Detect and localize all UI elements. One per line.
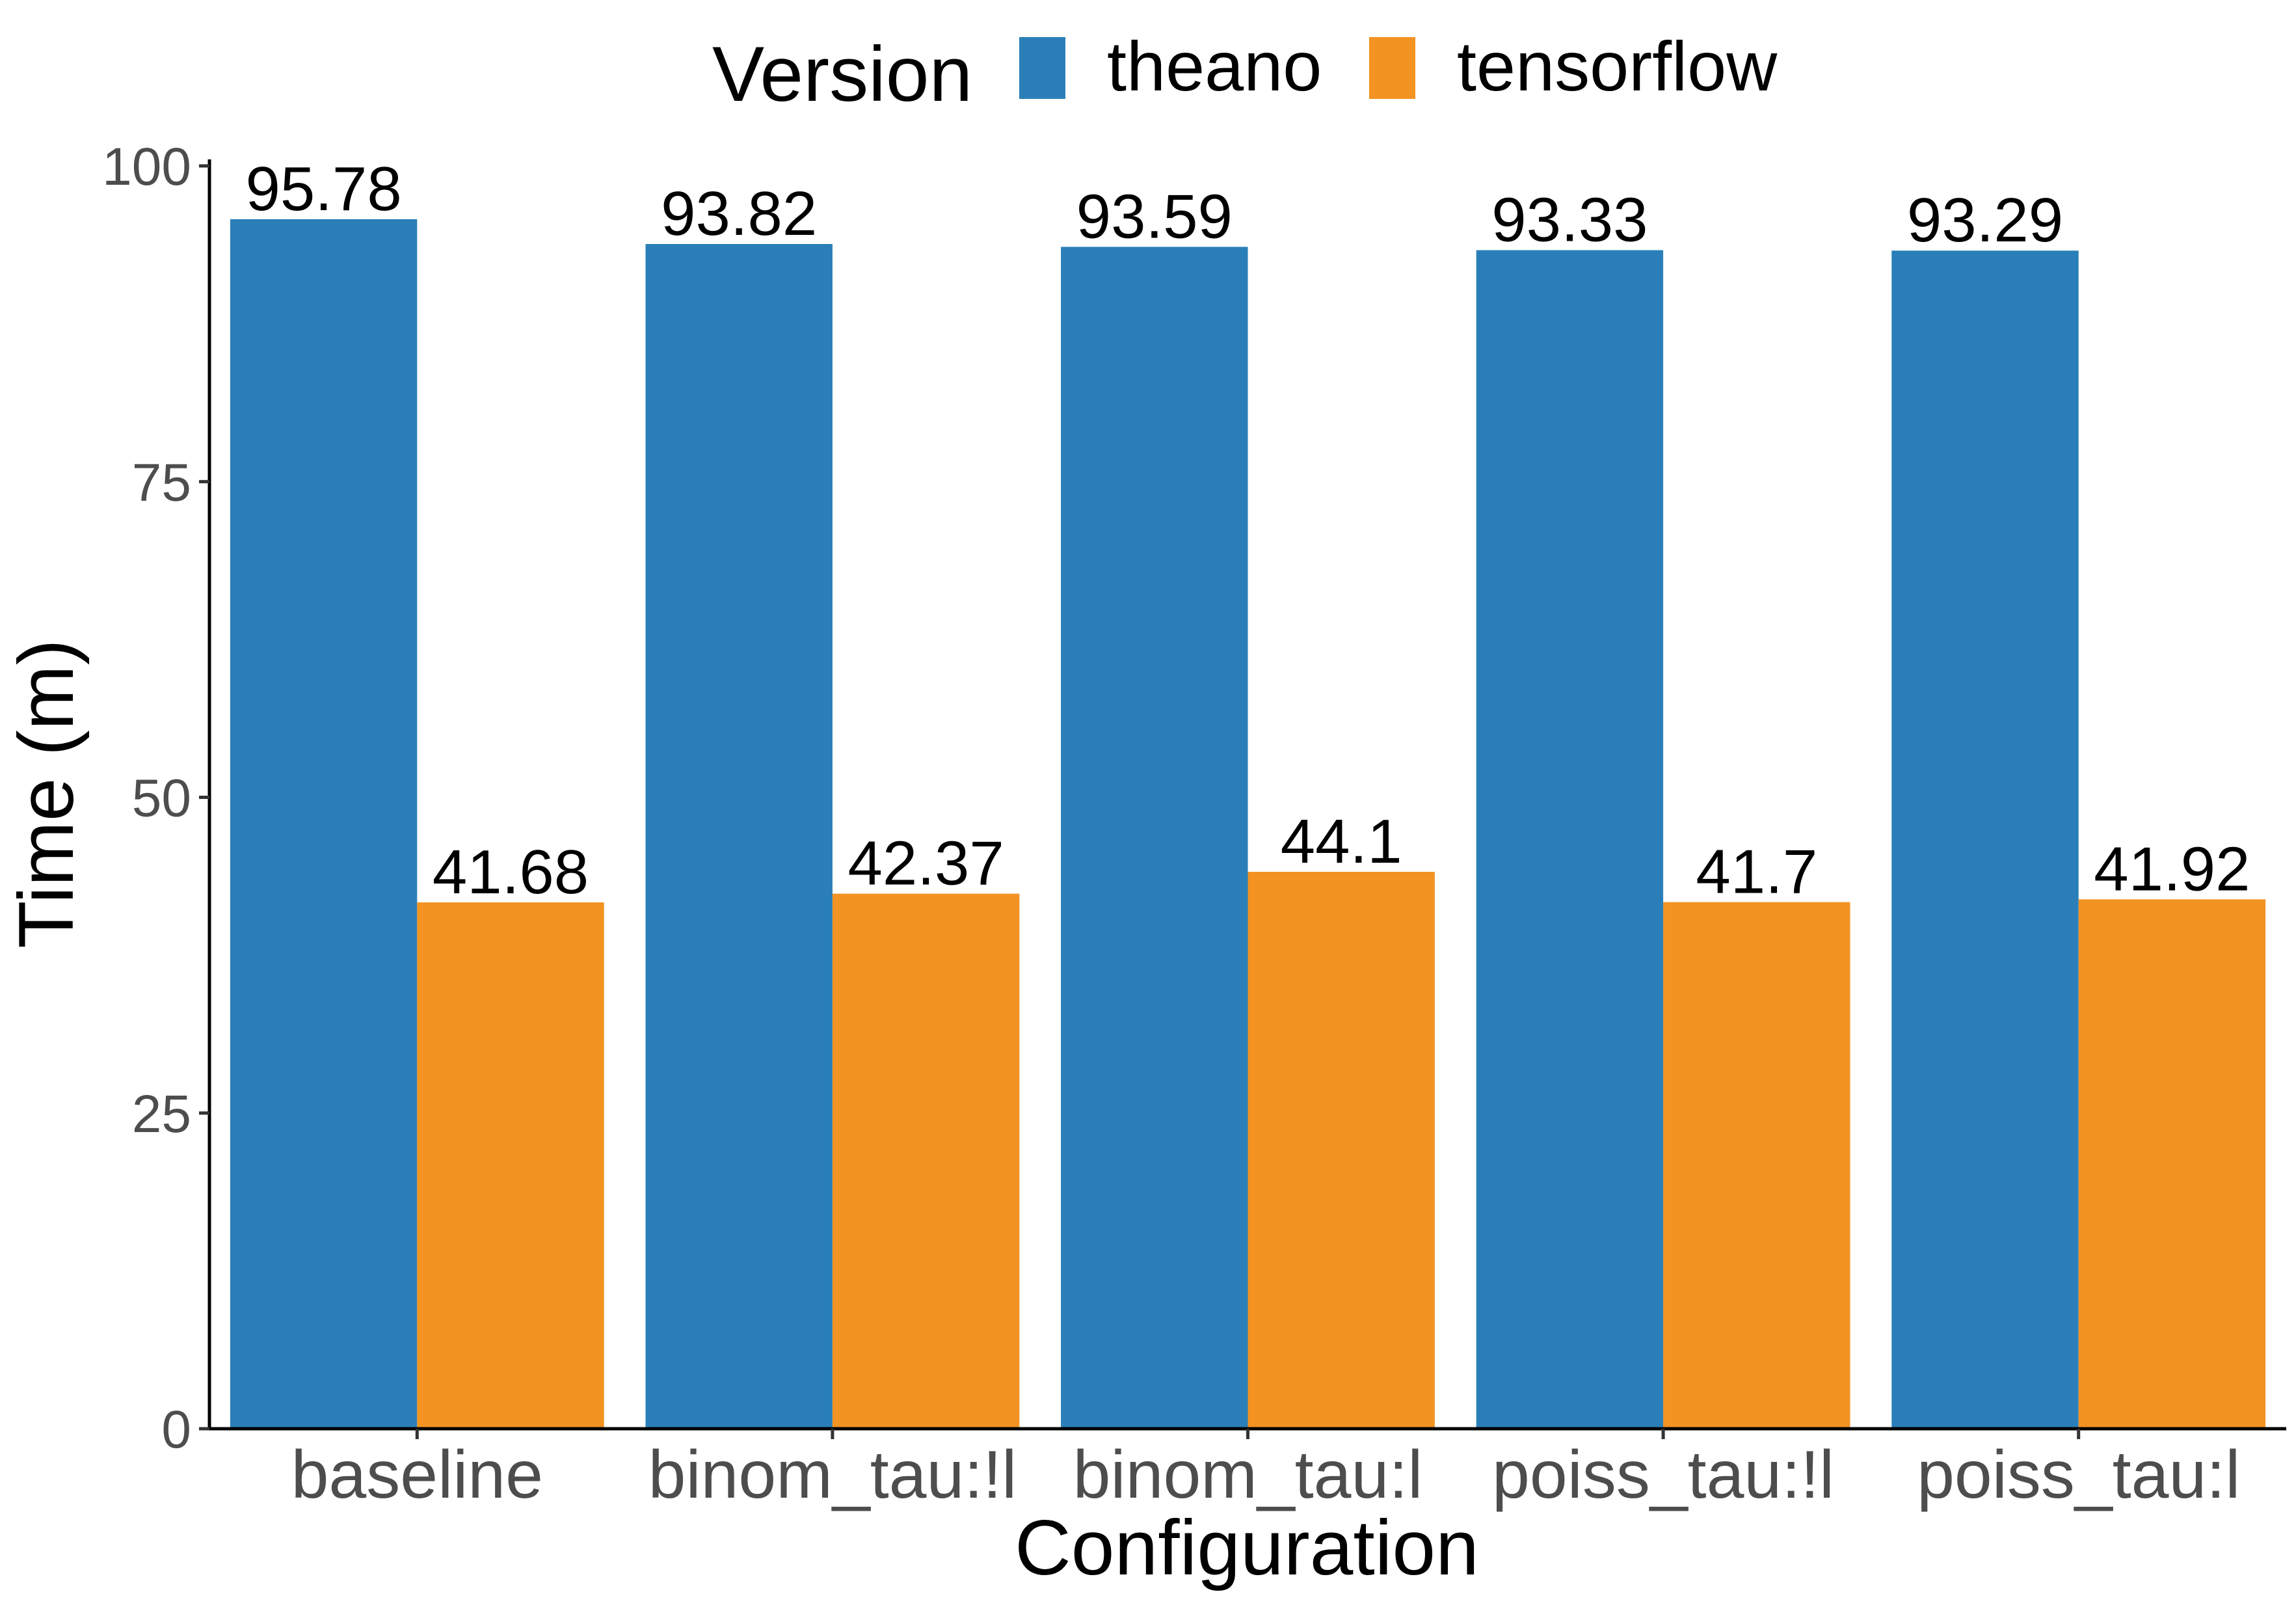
- x-tick-label: binom_tau:!l: [648, 1437, 1017, 1513]
- bar-tensorflow-2: [832, 893, 1020, 1429]
- legend-label-tensorflow: tensorflow: [1457, 27, 1778, 105]
- plot-area: 95.78 41.68 93.82 42.37 93.59 44.1 93.33 41.7 93…: [102, 137, 2286, 1513]
- data-label-tensorflow-3: 44.1: [1281, 807, 1402, 876]
- x-tick-label: poiss_tau:l: [1917, 1437, 2240, 1513]
- data-label-tensorflow-1: 41.68: [433, 837, 589, 907]
- bar-tensorflow-1: [417, 902, 604, 1429]
- y-tick-label: 50: [132, 769, 191, 828]
- bar-tensorflow-3: [1248, 872, 1435, 1429]
- bar-theano-1: [230, 219, 418, 1429]
- bar-theano-5: [1891, 250, 2079, 1429]
- x-axis-title: Configuration: [1015, 1504, 1479, 1591]
- y-tick-label: 0: [161, 1400, 191, 1459]
- data-label-theano-2: 93.82: [661, 179, 817, 249]
- x-tick-label: baseline: [291, 1437, 543, 1513]
- data-label-theano-1: 95.78: [245, 154, 401, 224]
- bar-tensorflow-4: [1663, 902, 1850, 1429]
- y-tick-label: 75: [132, 453, 191, 512]
- legend-label-theano: theano: [1107, 27, 1322, 105]
- legend-title: Version: [712, 31, 972, 118]
- data-label-tensorflow-2: 42.37: [848, 829, 1004, 898]
- y-tick-label: 25: [132, 1085, 191, 1144]
- y-tick-label: 100: [102, 137, 191, 196]
- x-tick-label: binom_tau:l: [1073, 1437, 1423, 1513]
- legend-swatch-theano: [1019, 37, 1065, 99]
- bar-theano-3: [1061, 247, 1248, 1429]
- bar-tensorflow-5: [2078, 899, 2266, 1429]
- legend-swatch-tensorflow: [1369, 37, 1415, 99]
- y-axis-title: Time (m): [3, 639, 90, 948]
- x-tick-label: poiss_tau:!l: [1492, 1437, 1834, 1513]
- data-label-theano-3: 93.59: [1076, 182, 1233, 251]
- bar-theano-2: [645, 244, 833, 1429]
- data-label-theano-4: 93.33: [1491, 185, 1648, 255]
- legend: Version theano tensorflow: [712, 27, 1778, 118]
- data-label-theano-5: 93.29: [1907, 185, 2063, 255]
- data-label-tensorflow-4: 41.7: [1696, 837, 1817, 907]
- data-label-tensorflow-5: 41.92: [2094, 834, 2250, 904]
- bar-theano-4: [1476, 250, 1664, 1429]
